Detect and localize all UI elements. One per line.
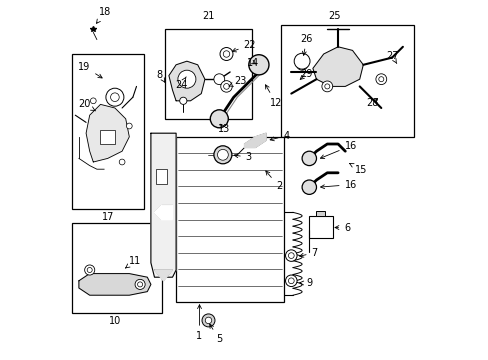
Circle shape — [119, 159, 125, 165]
Text: 1: 1 — [196, 305, 202, 341]
Text: 22: 22 — [232, 40, 256, 52]
Text: 11: 11 — [125, 256, 141, 268]
Text: 21: 21 — [202, 11, 214, 21]
Text: 20: 20 — [78, 99, 96, 111]
Circle shape — [378, 77, 383, 82]
Polygon shape — [312, 47, 363, 86]
Bar — [72, 223, 162, 313]
Circle shape — [178, 70, 196, 88]
Circle shape — [90, 98, 96, 104]
Bar — [280, 25, 413, 137]
Text: 26: 26 — [300, 33, 312, 55]
Bar — [309, 216, 332, 238]
Text: 9: 9 — [299, 278, 312, 288]
Circle shape — [110, 93, 119, 102]
Polygon shape — [86, 104, 129, 162]
Polygon shape — [244, 133, 265, 148]
Text: 6: 6 — [334, 222, 349, 233]
Text: 15: 15 — [349, 163, 367, 175]
Circle shape — [288, 253, 294, 258]
Text: 19: 19 — [78, 62, 102, 78]
Text: 13: 13 — [218, 123, 230, 134]
Circle shape — [106, 88, 123, 106]
Circle shape — [248, 55, 268, 75]
Bar — [165, 29, 251, 119]
Text: 18: 18 — [96, 7, 111, 23]
Circle shape — [288, 278, 294, 284]
Circle shape — [217, 149, 228, 160]
Circle shape — [299, 62, 304, 67]
Circle shape — [285, 275, 296, 287]
Text: 16: 16 — [320, 180, 356, 190]
Text: 7: 7 — [299, 248, 317, 258]
Bar — [72, 54, 143, 209]
Text: 23: 23 — [228, 76, 246, 86]
Circle shape — [223, 84, 229, 89]
Circle shape — [84, 265, 95, 275]
Circle shape — [179, 97, 186, 104]
Circle shape — [375, 74, 386, 85]
Circle shape — [213, 146, 231, 164]
Circle shape — [220, 48, 232, 60]
Circle shape — [135, 279, 145, 289]
Text: 5: 5 — [209, 324, 222, 345]
Circle shape — [302, 151, 316, 166]
Text: 2: 2 — [265, 171, 282, 192]
Text: 27: 27 — [385, 51, 398, 64]
Circle shape — [321, 81, 332, 92]
Text: 10: 10 — [108, 316, 121, 326]
Bar — [316, 211, 325, 216]
Text: 29: 29 — [300, 69, 312, 80]
Circle shape — [285, 250, 296, 261]
Polygon shape — [154, 270, 172, 281]
Text: 24: 24 — [175, 77, 187, 90]
Circle shape — [202, 314, 215, 327]
Text: 14: 14 — [247, 58, 259, 68]
Circle shape — [126, 123, 132, 129]
Bar — [101, 130, 115, 144]
Circle shape — [324, 84, 329, 89]
Polygon shape — [154, 205, 172, 220]
Circle shape — [205, 317, 211, 324]
Circle shape — [137, 282, 142, 287]
Text: 28: 28 — [366, 98, 378, 108]
Circle shape — [220, 81, 232, 92]
Circle shape — [213, 74, 224, 85]
Polygon shape — [168, 61, 204, 101]
Circle shape — [296, 59, 307, 70]
Circle shape — [294, 53, 309, 69]
Bar — [176, 137, 284, 302]
Text: 8: 8 — [157, 69, 164, 82]
Text: 17: 17 — [102, 212, 114, 222]
Text: 16: 16 — [320, 141, 356, 158]
Polygon shape — [151, 133, 176, 277]
Text: 12: 12 — [265, 85, 282, 108]
Circle shape — [302, 180, 316, 194]
Text: 25: 25 — [327, 11, 340, 21]
Text: 3: 3 — [234, 152, 251, 162]
Text: 4: 4 — [269, 131, 289, 141]
Bar — [156, 169, 167, 184]
Circle shape — [87, 267, 92, 273]
Circle shape — [223, 51, 229, 57]
Polygon shape — [79, 274, 151, 295]
Circle shape — [210, 110, 228, 128]
